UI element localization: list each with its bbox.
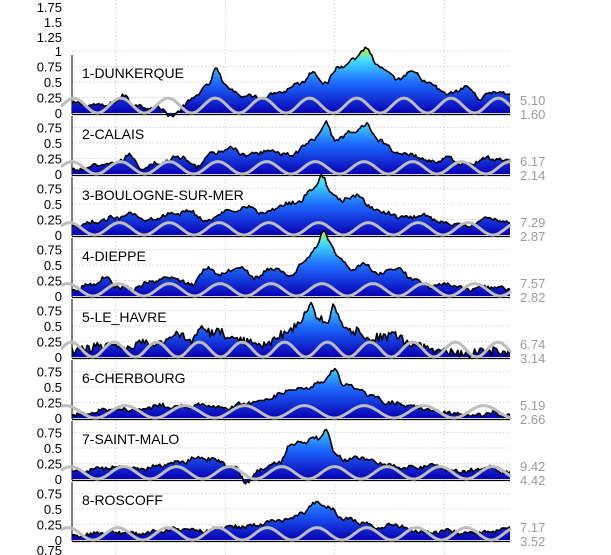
right-value-top: 7.17 (520, 520, 545, 535)
y-tick-label: 0 (55, 411, 62, 426)
tide-curve (60, 526, 512, 542)
right-value-top: 9.42 (520, 459, 545, 474)
signal-line (71, 230, 511, 293)
y-tick-label: 0.5 (44, 319, 62, 334)
tide-curve (60, 221, 512, 237)
station-label: 7-SAINT-MALO (82, 431, 179, 447)
signal-line (71, 500, 511, 539)
signal-line (71, 173, 511, 229)
top-tick-2: 1.25 (37, 30, 62, 45)
y-tick-label: 0.5 (44, 258, 62, 273)
station-label: 2-CALAIS (82, 126, 144, 142)
signal-line (71, 301, 511, 359)
panel-3: 0.750.50.250 3-BOULOGNE-SUR-MER 7.292.87 (37, 173, 545, 244)
y-tick-label: 0 (55, 289, 62, 304)
right-value-bottom: 2.66 (520, 412, 545, 427)
y-tick-label: 0.25 (37, 518, 62, 533)
right-value-bottom: 1.60 (520, 107, 545, 122)
y-tick-label: 0.75 (37, 121, 62, 136)
signal-area (72, 121, 510, 174)
y-tick-label: 0.75 (37, 426, 62, 441)
y-tick-label: 0 (55, 106, 62, 121)
top-axis: 1.75 1.5 1.25 (37, 0, 62, 45)
right-value-bottom: 2.82 (520, 290, 545, 305)
y-tick-label: 0.25 (37, 91, 62, 106)
panels: 10.750.50.2501-DUNKERQUE5.101.600.750.50… (37, 0, 546, 555)
y-tick-label: 0 (55, 228, 62, 243)
right-value-top: 7.57 (520, 276, 545, 291)
y-tick-label: 0.5 (44, 380, 62, 395)
y-tick-label: 0.25 (37, 274, 62, 289)
panel-1: 10.750.50.250 1-DUNKERQUE 5.101.60 (37, 44, 546, 122)
y-tick-label: 0.25 (37, 457, 62, 472)
y-tick-label: 0.75 (37, 304, 62, 319)
y-tick-label: 0 (55, 350, 62, 365)
right-value-top: 5.10 (520, 93, 545, 108)
y-tick-label: 0.75 (37, 182, 62, 197)
y-tick-label: 0.75 (37, 487, 62, 502)
right-value-bottom: 2.14 (520, 168, 545, 183)
tide-curve (60, 96, 512, 115)
tide-curve (60, 282, 512, 298)
y-tick-label: 0.5 (44, 441, 62, 456)
tide-curve (60, 404, 512, 420)
signal-area (72, 302, 510, 358)
y-tick-label: 0.75 (37, 365, 62, 380)
right-value-bottom: 3.14 (520, 351, 545, 366)
station-label: 6-CHERBOURG (82, 370, 185, 386)
panel-2: 0.750.50.250 2-CALAIS 6.172.14 (37, 116, 545, 183)
right-value-top: 7.29 (520, 215, 545, 230)
right-value-bottom: 2.87 (520, 229, 545, 244)
right-value-bottom: 3.52 (520, 534, 545, 549)
signal-area (72, 230, 510, 296)
signal-line (71, 46, 511, 118)
y-tick-label: 0.5 (44, 197, 62, 212)
y-tick-label: 0 (55, 533, 62, 548)
y-tick-label: 0 (55, 472, 62, 487)
station-label: 4-DIEPPE (82, 248, 146, 264)
bottom-partial-tick: 0.75 (37, 543, 62, 555)
y-tick-label: 0.25 (37, 335, 62, 350)
panel-8: 0.750.50.250 8-ROSCOFF 7.173.52 (37, 482, 545, 549)
y-tick-label: 0.75 (37, 243, 62, 258)
tide-curve (60, 340, 512, 359)
right-value-bottom: 4.42 (520, 473, 545, 488)
tide-curve (60, 465, 512, 481)
right-value-top: 6.17 (520, 154, 545, 169)
signal-line (71, 428, 511, 485)
panel-6: 0.750.50.250 6-CHERBOURG 5.192.66 (37, 360, 545, 427)
top-tick-1: 1.5 (44, 15, 62, 30)
y-tick-label: 0.75 (37, 60, 62, 75)
signal-area (72, 429, 510, 484)
signal-area (72, 501, 510, 540)
top-tick-0: 1.75 (37, 0, 62, 15)
panel-5: 0.750.50.250 5-LE_HAVRE 6.743.14 (37, 299, 545, 366)
tide-curve (60, 160, 512, 176)
right-value-top: 6.74 (520, 337, 545, 352)
station-label: 3-BOULOGNE-SUR-MER (82, 187, 244, 203)
y-tick-label: 0.25 (37, 213, 62, 228)
right-value-top: 5.19 (520, 398, 545, 413)
station-label: 1-DUNKERQUE (82, 65, 184, 81)
signal-line (71, 120, 511, 172)
station-label: 8-ROSCOFF (82, 492, 163, 508)
station-label: 5-LE_HAVRE (82, 309, 167, 325)
y-tick-label: 0.25 (37, 152, 62, 167)
y-tick-label: 0.5 (44, 502, 62, 517)
y-tick-label: 0 (55, 167, 62, 182)
y-tick-label: 0.5 (44, 75, 62, 90)
y-tick-label: 0.25 (37, 396, 62, 411)
y-tick-label: 0.5 (44, 136, 62, 151)
panel-7: 0.750.50.250 7-SAINT-MALO 9.424.42 (37, 421, 545, 488)
y-tick-label: 1 (55, 44, 62, 59)
